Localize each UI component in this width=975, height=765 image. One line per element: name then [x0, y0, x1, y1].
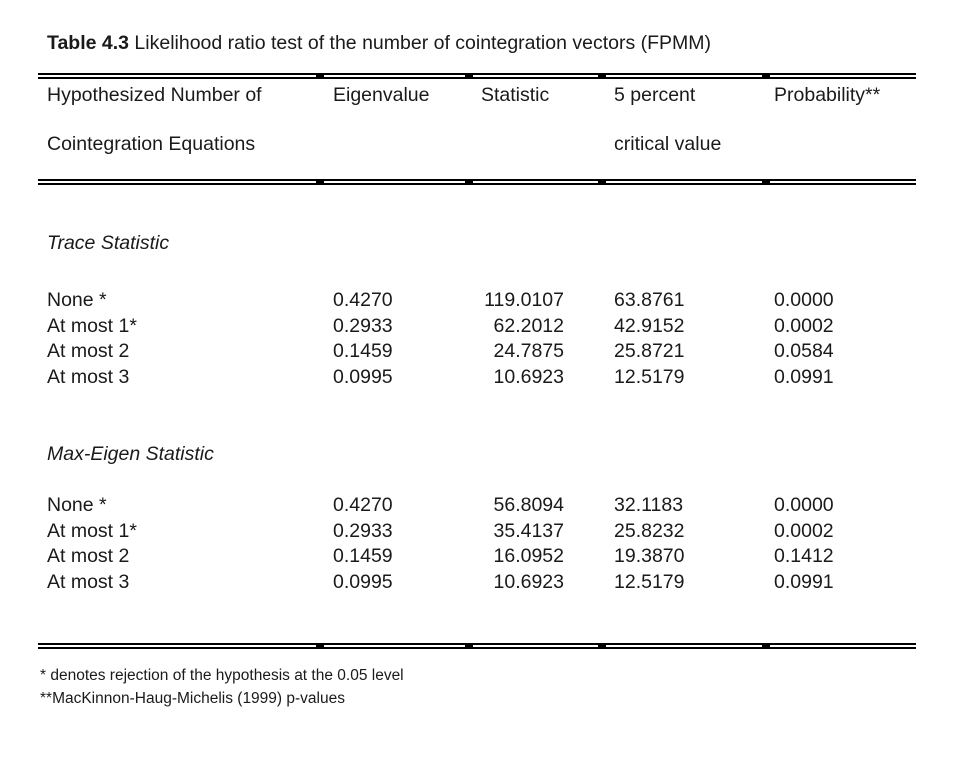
hypothesis-cell: At most 1*: [47, 314, 137, 337]
table-header-row-1: Hypothesized Number of Eigenvalue Statis…: [38, 82, 916, 108]
eigenvalue-cell: 0.1459: [333, 545, 393, 567]
eigenvalue-cell: 0.0995: [333, 365, 393, 388]
column-junction-tick: [465, 179, 473, 183]
trace-statistic-rows: None * 0.4270 119.0107 63.8761 0.0000 At…: [38, 288, 916, 390]
hypothesis-cell: At most 1*: [47, 519, 137, 542]
header-statistic: Statistic: [481, 84, 550, 106]
header-hypothesized-number: Hypothesized Number of: [47, 84, 262, 106]
probability-cell: 0.0584: [774, 340, 834, 362]
hypothesis-cell: At most 2: [47, 545, 130, 567]
probability-cell: 0.0002: [774, 314, 834, 337]
critical-value-cell: 12.5179: [614, 365, 685, 388]
header-empty-cell: [764, 131, 916, 157]
hypothesis-cell: None *: [47, 289, 107, 311]
statistic-cell: 56.8094: [493, 494, 565, 516]
probability-cell: 0.1412: [774, 545, 834, 567]
header-critical-value: critical value: [614, 133, 722, 155]
column-junction-tick: [762, 73, 770, 77]
section-title-trace-statistic: Trace Statistic: [47, 232, 170, 254]
column-junction-tick: [762, 179, 770, 183]
critical-value-cell: 63.8761: [614, 289, 685, 311]
statistic-cell: 10.6923: [493, 365, 565, 388]
column-junction-tick: [762, 643, 770, 647]
column-junction-tick: [598, 73, 606, 77]
header-empty-cell: [466, 131, 600, 157]
critical-value-cell: 25.8232: [614, 519, 685, 542]
eigenvalue-cell: 0.0995: [333, 570, 393, 593]
column-junction-tick: [598, 179, 606, 183]
column-junction-tick: [316, 73, 324, 77]
probability-cell: 0.0000: [774, 494, 834, 516]
section-title-max-eigen-statistic: Max-Eigen Statistic: [47, 443, 214, 465]
probability-cell: 0.0002: [774, 519, 834, 542]
table-header-bottom-rule: [38, 179, 916, 185]
table-title-text: Likelihood ratio test of the number of c…: [129, 32, 712, 54]
probability-cell: 0.0991: [774, 570, 834, 593]
critical-value-cell: 42.9152: [614, 314, 685, 337]
hypothesis-cell: At most 3: [47, 570, 130, 593]
table-top-rule: [38, 73, 916, 79]
header-5-percent: 5 percent: [614, 84, 696, 106]
header-probability: Probability**: [774, 84, 881, 106]
header-empty-cell: [318, 131, 466, 157]
eigenvalue-cell: 0.4270: [333, 494, 393, 516]
column-junction-tick: [316, 643, 324, 647]
statistic-cell: 35.4137: [493, 519, 565, 542]
hypothesis-cell: At most 3: [47, 365, 130, 388]
critical-value-cell: 32.1183: [614, 494, 684, 516]
table-title: Table 4.3 Likelihood ratio test of the n…: [47, 30, 711, 56]
column-junction-tick: [598, 643, 606, 647]
statistic-cell: 24.7875: [493, 340, 565, 362]
eigenvalue-cell: 0.2933: [333, 519, 393, 542]
statistic-cell: 119.0107: [484, 289, 564, 311]
critical-value-cell: 12.5179: [614, 570, 685, 593]
footnote-rejection-level: * denotes rejection of the hypothesis at…: [40, 667, 404, 684]
header-cointegration-equations: Cointegration Equations: [47, 133, 256, 155]
table-header-row-2: Cointegration Equations critical value: [38, 131, 916, 157]
eigenvalue-cell: 0.4270: [333, 289, 393, 311]
critical-value-cell: 19.3870: [614, 545, 685, 567]
column-junction-tick: [316, 179, 324, 183]
critical-value-cell: 25.8721: [614, 340, 685, 362]
hypothesis-cell: None *: [47, 494, 107, 516]
table-title-number: Table 4.3: [47, 32, 130, 54]
statistic-cell: 62.2012: [493, 314, 565, 337]
probability-cell: 0.0991: [774, 365, 834, 388]
max-eigen-statistic-rows: None * 0.4270 56.8094 32.1183 0.0000 At …: [38, 493, 916, 595]
statistic-cell: 16.0952: [493, 545, 565, 567]
probability-cell: 0.0000: [774, 289, 834, 311]
hypothesis-cell: At most 2: [47, 340, 130, 362]
column-junction-tick: [465, 643, 473, 647]
footnote-pvalues-source: **MacKinnon-Haug-Michelis (1999) p-value…: [40, 689, 345, 707]
eigenvalue-cell: 0.2933: [333, 314, 393, 337]
table-footnotes: * denotes rejection of the hypothesis at…: [40, 665, 404, 710]
header-eigenvalue: Eigenvalue: [333, 84, 430, 106]
column-junction-tick: [465, 73, 473, 77]
statistic-cell: 10.6923: [493, 570, 565, 593]
eigenvalue-cell: 0.1459: [333, 340, 393, 362]
table-bottom-rule: [38, 643, 916, 649]
